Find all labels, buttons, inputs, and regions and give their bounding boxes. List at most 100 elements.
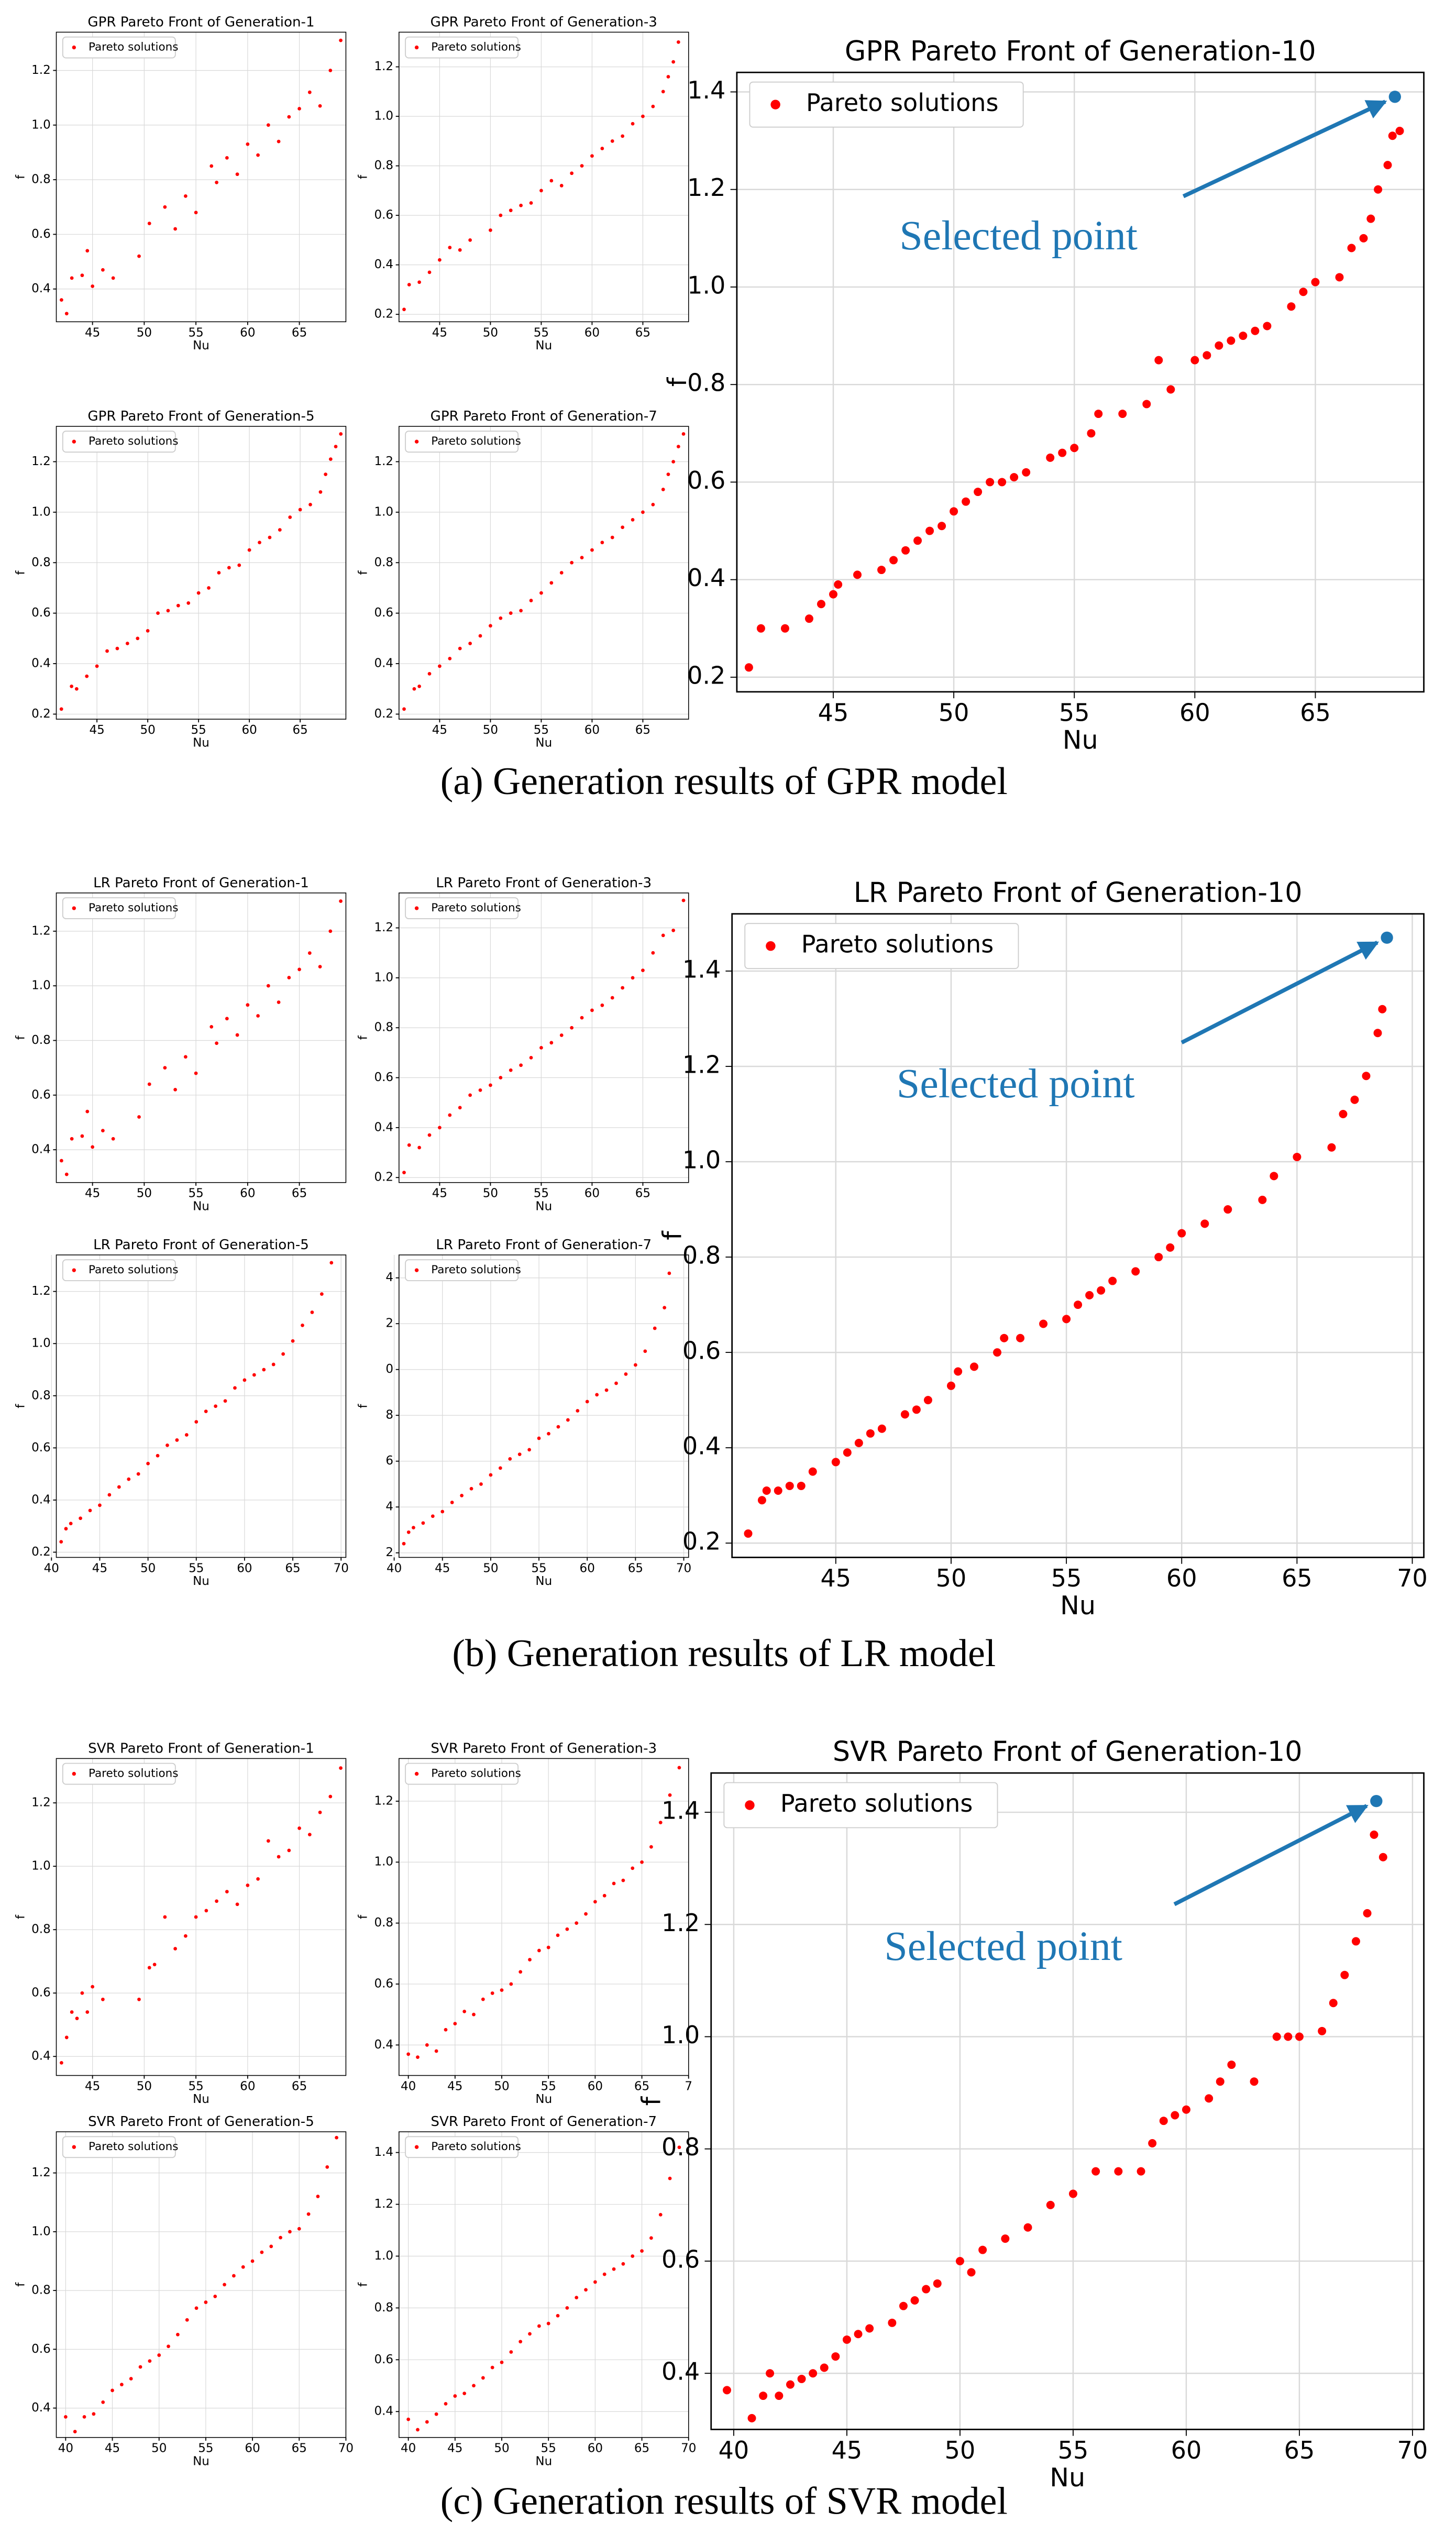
y-tick-label: 0.6 (31, 1986, 51, 2000)
data-point (325, 2165, 329, 2169)
data-point (1016, 1334, 1025, 1342)
data-point (1091, 2167, 1100, 2176)
data-point (425, 2043, 429, 2047)
data-point (328, 457, 333, 461)
data-point (899, 2301, 908, 2310)
data-point (1223, 1205, 1232, 1214)
caption: (b) Generation results of LR model (452, 1632, 996, 1674)
data-point (173, 1088, 177, 1092)
data-point (271, 1362, 275, 1367)
data-point (668, 2176, 672, 2180)
data-point (204, 1409, 208, 1414)
legend-marker (72, 45, 76, 50)
data-point (602, 2272, 606, 2276)
y-tick-label: 1.2 (661, 1909, 700, 1937)
data-point (831, 2352, 840, 2361)
legend-box (744, 923, 1019, 969)
data-point (937, 522, 946, 531)
chart-title: SVR Pareto Front of Generation-10 (833, 1736, 1303, 1768)
chart-title: LR Pareto Front of Generation-1 (93, 875, 309, 891)
data-point (631, 2254, 635, 2258)
legend-box (405, 431, 519, 453)
y-tick-label: 1.0 (31, 505, 51, 519)
axes-frame (710, 1772, 1425, 2430)
y-tick-label: 1.2 (374, 2197, 393, 2211)
y-tick-label: 0.6 (31, 1088, 51, 1101)
data-point (549, 179, 554, 183)
data-point (559, 1033, 564, 1037)
data-point (489, 1083, 492, 1087)
data-point (1062, 1315, 1071, 1324)
data-point (595, 1393, 599, 1397)
data-point (954, 1367, 963, 1376)
data-point (722, 2386, 731, 2395)
y-tick-label: 0.2 (374, 707, 393, 721)
y-tick-label: 1.0 (374, 109, 393, 123)
y-axis-label: f (357, 174, 370, 179)
data-point (137, 1997, 141, 2001)
y-axis-label: f (14, 1035, 27, 1040)
data-point (478, 1088, 482, 1092)
x-tick-label: 65 (634, 2442, 649, 2455)
data-point (427, 671, 432, 676)
data-point (427, 270, 432, 274)
x-tick-label: 45 (432, 326, 447, 339)
x-axis-label: Nu (535, 1574, 552, 1588)
data-point (612, 1881, 616, 1886)
y-tick-label: 0.8 (31, 1033, 51, 1047)
annotation: Selected point (899, 213, 1138, 259)
data-point (297, 2227, 301, 2231)
data-point (328, 1794, 333, 1799)
x-tick-label: 50 (483, 326, 498, 339)
y-tick-label: 0.4 (661, 2357, 700, 2386)
data-point (207, 586, 211, 590)
data-point (1329, 1999, 1338, 2008)
legend-box (723, 1782, 998, 1828)
chart-title: LR Pareto Front of Generation-5 (93, 1237, 309, 1253)
data-point (307, 1833, 312, 1837)
x-axis-label: Nu (1063, 725, 1098, 755)
data-point (127, 1477, 131, 1481)
data-point (519, 2340, 523, 2344)
data-point (831, 1458, 840, 1467)
y-tick-label: 0.6 (374, 1977, 393, 1990)
data-point (610, 996, 614, 1000)
data-point (580, 164, 584, 168)
chart-title: LR Pareto Front of Generation-7 (436, 1237, 652, 1253)
data-point (1287, 302, 1296, 311)
x-tick-label: 50 (137, 2080, 152, 2094)
x-tick-label: 40 (401, 2080, 416, 2094)
data-point (136, 636, 140, 641)
data-point (233, 1386, 237, 1390)
data-point (472, 2384, 476, 2388)
data-point (566, 1418, 570, 1422)
x-tick-label: 55 (534, 723, 549, 737)
x-tick-label: 45 (432, 723, 447, 737)
y-tick-label: 1.0 (31, 2224, 51, 2238)
data-point (766, 2369, 775, 2378)
x-tick-label: 70 (1397, 2436, 1428, 2464)
data-point (808, 1467, 817, 1476)
y-tick-label: 4 (385, 1271, 393, 1284)
data-point (499, 1076, 503, 1079)
data-point (173, 227, 177, 231)
data-point (946, 1381, 955, 1390)
x-tick-label: 50 (151, 2442, 167, 2455)
y-tick-label: 1.0 (31, 1859, 51, 1873)
data-point (146, 629, 150, 633)
y-tick-label: 2 (385, 1546, 393, 1559)
legend-label: Pareto solutions (431, 1767, 521, 1780)
data-point (111, 2388, 114, 2393)
data-point (260, 2250, 264, 2254)
data-point (570, 560, 574, 565)
y-axis-label: f (14, 570, 27, 575)
data-point (444, 2402, 448, 2406)
data-point (537, 2324, 541, 2328)
data-point (1137, 2167, 1145, 2176)
data-point (105, 649, 109, 653)
y-tick-label: 0.6 (687, 466, 725, 494)
legend-box (749, 81, 1024, 128)
y-tick-label: 1.2 (682, 1050, 721, 1078)
data-point (339, 38, 343, 42)
x-tick-label: 65 (292, 2442, 307, 2455)
